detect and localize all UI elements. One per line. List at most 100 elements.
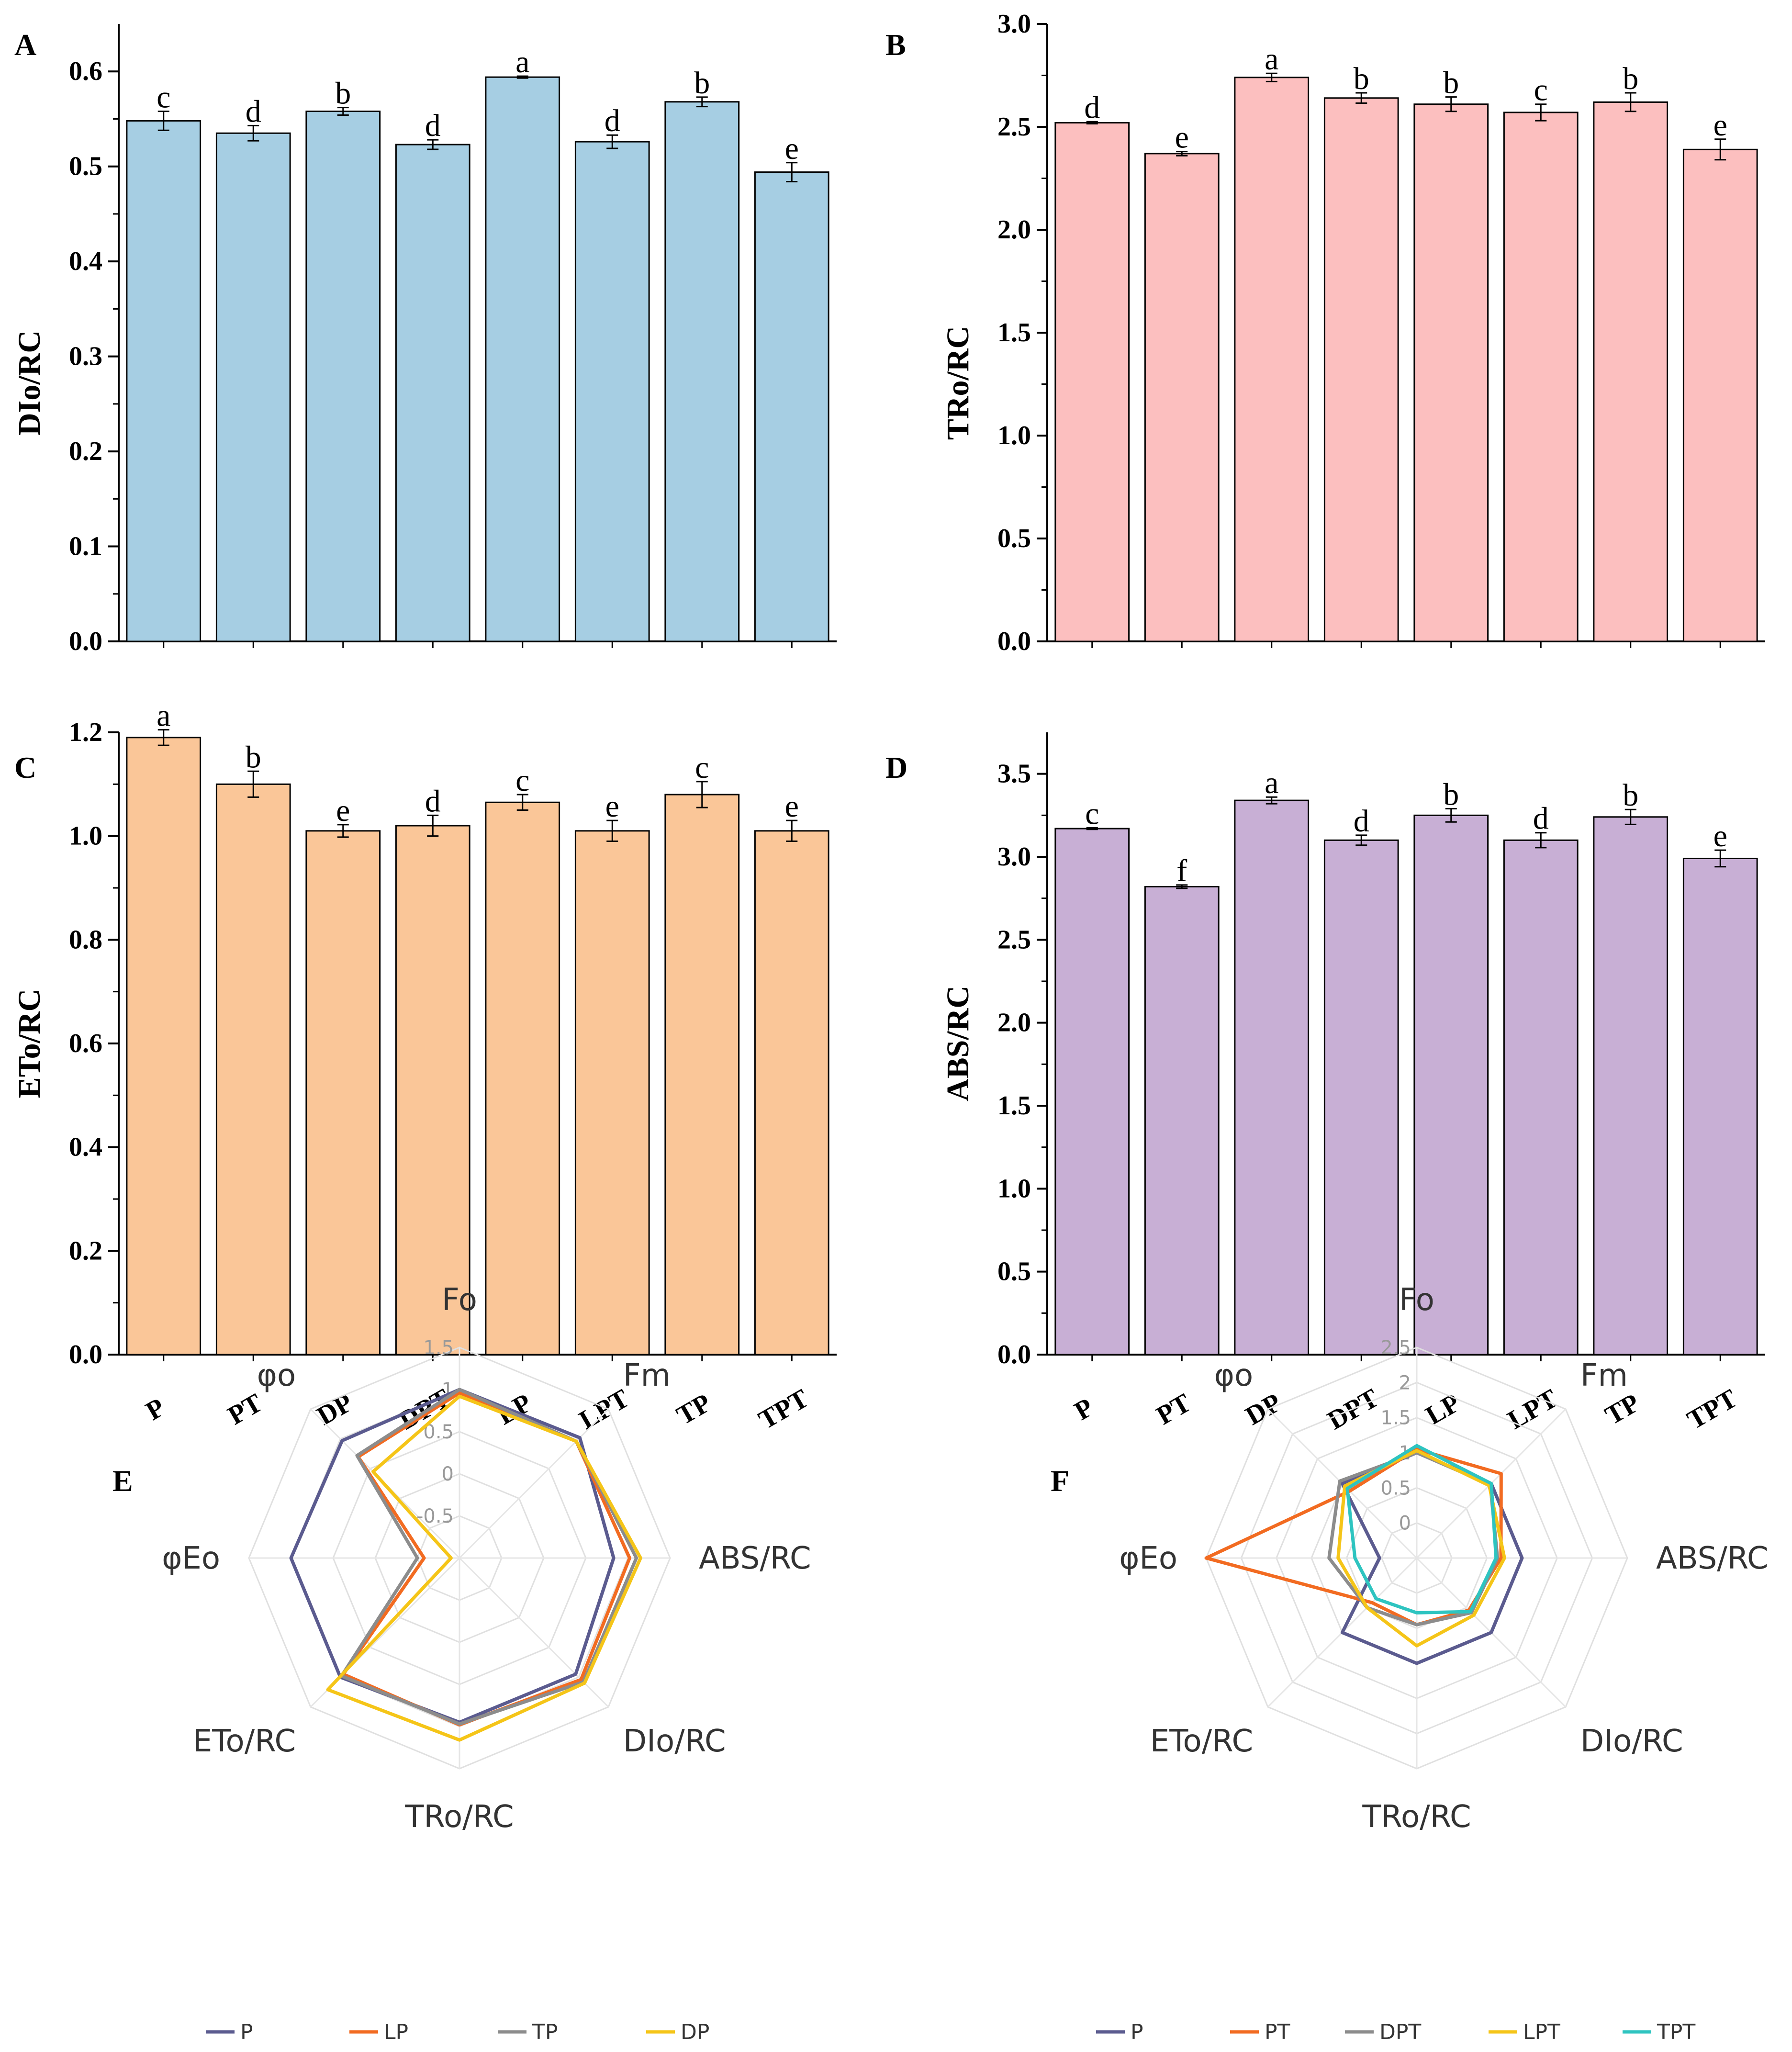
bar-TP (664, 101, 740, 642)
significance-letter: b (246, 740, 261, 774)
radar-axis-label: DIo/RC (623, 1724, 726, 1759)
legend-label: TPT (1657, 2020, 1695, 2044)
radar-tick-label: 1.5 (423, 1337, 454, 1359)
y-tick-label: 0.5 (69, 152, 102, 181)
bar-TPT (1682, 148, 1758, 642)
y-tick-label: 1.5 (997, 318, 1031, 348)
bar-P (1054, 122, 1130, 642)
radar-axis-label: Fo (442, 1282, 477, 1318)
radar-axis-label: φEo (1119, 1541, 1177, 1576)
radar-axis-label: TRo/RC (404, 1799, 514, 1835)
radar-axis-label: Fo (1399, 1282, 1434, 1318)
bar-TPT (754, 171, 829, 642)
y-tick-label: 0.2 (69, 1236, 102, 1266)
bar-TPT (754, 830, 829, 1356)
y-tick-label: 0.1 (69, 532, 102, 561)
panel-B: B 0.0 0.5 1.0 1.5 2.0 2.5 3.0 TRo/RC d e a b b c b e (885, 9, 1765, 656)
y-tick-label: 2.5 (997, 925, 1031, 954)
x-tick-label: P (1069, 1392, 1098, 1426)
panel-letter: F (1051, 1464, 1069, 1498)
radar-tick-label: 2.5 (1380, 1337, 1411, 1359)
legend-label: PT (1265, 2020, 1290, 2044)
y-axis-label: TRo/RC (941, 326, 975, 440)
bar-LPT (574, 141, 650, 642)
radar-axis-label: φo (257, 1358, 296, 1393)
radar-tick-label: 0 (1399, 1513, 1411, 1535)
significance-letter: d (1354, 804, 1369, 839)
bar-PT (215, 132, 291, 642)
panel-A: A 0.0 0.1 0.2 0.3 0.4 0.5 0.6 DIo/RC c d b d a d b e (12, 24, 837, 656)
radar-tick-label: 2 (1399, 1372, 1411, 1394)
bar-DP (305, 111, 381, 642)
bar-DPT (395, 144, 470, 642)
y-tick-label: 3.0 (997, 9, 1031, 39)
legend-label: LPT (1523, 2020, 1560, 2044)
y-tick-label: 1.0 (69, 821, 102, 851)
panel-F: F2.521.510.50FoFmABS/RCDIo/RCTRo/RCETo/R… (1051, 1282, 1769, 2044)
significance-letter: c (1085, 796, 1099, 831)
bar-PT (1144, 886, 1220, 1356)
significance-letter: b (694, 66, 710, 101)
significance-letter: b (1354, 61, 1369, 96)
significance-letter: d (605, 103, 620, 138)
significance-letter: b (1623, 778, 1638, 813)
x-tick-label: TPT (1682, 1383, 1742, 1435)
y-tick-label: 0.0 (997, 1340, 1031, 1369)
y-tick-label: 1.0 (997, 1174, 1031, 1203)
bar-TP (1593, 816, 1669, 1356)
y-tick-label: 3.5 (997, 759, 1031, 789)
x-tick-label: PT (223, 1388, 268, 1431)
panel-letter: E (112, 1464, 133, 1498)
significance-letter: e (1714, 819, 1727, 853)
panel-E: E1.510.50-0.5FoFmABS/RCDIo/RCTRo/RCETo/R… (112, 1282, 811, 2044)
bar-TP (664, 794, 740, 1356)
bar-DPT (1323, 97, 1399, 642)
significance-letter: b (1623, 61, 1638, 96)
panel-letter: D (885, 751, 907, 785)
y-tick-label: 0.0 (997, 627, 1031, 656)
panel-D: D 0.0 0.5 1.0 1.5 2.0 2.5 3.0 3.5 ABS/RC c Pf PT a DP d… (885, 732, 1765, 1435)
x-tick-label: LP (1421, 1388, 1465, 1431)
y-tick-label: 2.5 (997, 112, 1031, 142)
y-tick-label: 0.4 (69, 1133, 102, 1162)
y-axis-label: ABS/RC (941, 986, 975, 1101)
y-tick-label: 1.0 (997, 421, 1031, 450)
y-tick-label: 0.6 (69, 1029, 102, 1058)
y-tick-label: 3.0 (997, 842, 1031, 872)
y-tick-label: 0.0 (69, 1340, 102, 1369)
legend-label: DPT (1379, 2020, 1421, 2044)
significance-letter: a (1265, 42, 1278, 77)
significance-letter: e (785, 789, 799, 824)
significance-letter: d (1533, 801, 1549, 836)
significance-letter: d (425, 784, 441, 819)
bar-DPT (395, 825, 470, 1356)
panel-letter: C (14, 751, 36, 785)
x-tick-label: TP (1600, 1388, 1645, 1431)
radar-axis-label: DIo/RC (1580, 1724, 1683, 1759)
bar-PT (1144, 153, 1220, 642)
significance-letter: e (1175, 120, 1189, 155)
y-tick-label: 0.8 (69, 925, 102, 954)
legend-label: DP (681, 2020, 709, 2044)
y-tick-label: 0.4 (69, 247, 102, 276)
bar-TP (1593, 101, 1669, 642)
x-tick-label: TPT (754, 1383, 814, 1435)
significance-letter: c (1534, 73, 1548, 108)
bar-DPT (1323, 839, 1399, 1356)
significance-letter: b (1443, 66, 1459, 101)
legend-label: P (240, 2020, 253, 2044)
bar-LP (1413, 814, 1489, 1356)
bar-LP (485, 801, 560, 1356)
significance-letter: c (157, 80, 170, 115)
x-tick-label: PT (1152, 1388, 1196, 1431)
radar-axis-label: Fm (623, 1358, 671, 1393)
radar-tick-label: 1.5 (1380, 1407, 1411, 1429)
radar-axis-label: TRo/RC (1362, 1799, 1471, 1835)
x-tick-label: LPT (1503, 1383, 1563, 1435)
significance-letter: e (1714, 108, 1727, 143)
significance-letter: b (335, 76, 351, 111)
bar-TPT (1682, 857, 1758, 1356)
significance-letter: e (605, 789, 619, 824)
x-tick-label: DP (312, 1388, 358, 1431)
